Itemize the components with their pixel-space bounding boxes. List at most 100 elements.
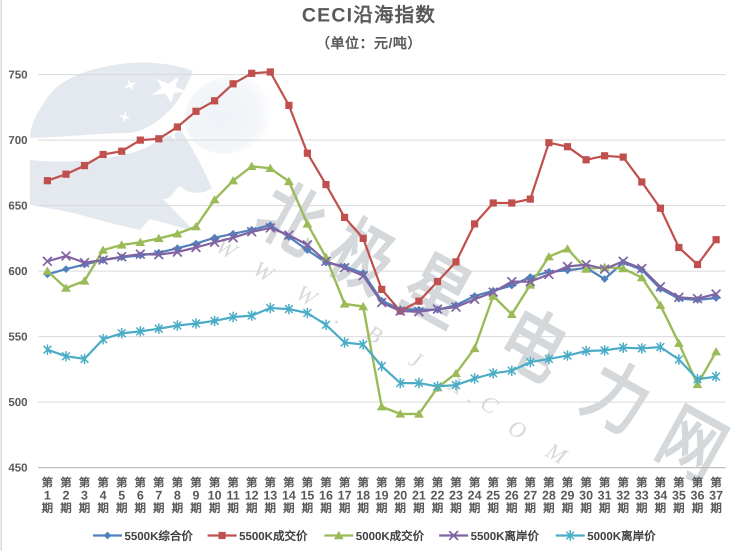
svg-text:25: 25 <box>486 489 500 503</box>
svg-text:期: 期 <box>135 502 147 515</box>
svg-text:450: 450 <box>8 462 27 474</box>
svg-text:期: 期 <box>543 502 555 515</box>
svg-text:期: 期 <box>450 502 462 515</box>
svg-text:期: 期 <box>580 502 592 515</box>
svg-text:期: 期 <box>302 502 314 515</box>
svg-text:31: 31 <box>598 489 612 503</box>
svg-text:期: 期 <box>116 502 128 515</box>
svg-text:期: 期 <box>599 502 611 515</box>
svg-text:12: 12 <box>245 489 259 503</box>
svg-text:3: 3 <box>81 489 88 503</box>
svg-text:35: 35 <box>672 489 686 503</box>
svg-text:36: 36 <box>691 489 705 503</box>
svg-text:14: 14 <box>282 489 296 503</box>
svg-text:期: 期 <box>395 502 407 515</box>
svg-text:第: 第 <box>97 476 109 490</box>
svg-text:550: 550 <box>8 331 27 343</box>
svg-text:第: 第 <box>209 476 221 490</box>
svg-text:第: 第 <box>413 476 425 490</box>
svg-text:5000K成交价: 5000K成交价 <box>356 529 425 543</box>
svg-text:期: 期 <box>339 502 351 515</box>
svg-text:5500K综合价: 5500K综合价 <box>125 530 194 543</box>
svg-text:750: 750 <box>8 69 27 81</box>
svg-text:第: 第 <box>506 476 518 490</box>
svg-text:第: 第 <box>599 476 611 490</box>
svg-text:期: 期 <box>487 502 499 515</box>
svg-text:第: 第 <box>79 476 91 490</box>
svg-text:第: 第 <box>42 476 54 490</box>
svg-text:5500K离岸价: 5500K离岸价 <box>471 529 540 543</box>
svg-text:5: 5 <box>118 489 125 503</box>
svg-text:15: 15 <box>300 489 314 503</box>
svg-text:5000K离岸价: 5000K离岸价 <box>587 529 656 543</box>
svg-text:期: 期 <box>153 502 165 515</box>
svg-text:22: 22 <box>431 489 445 503</box>
svg-text:期: 期 <box>469 502 481 515</box>
svg-text:第: 第 <box>692 476 704 490</box>
svg-text:第: 第 <box>246 476 258 490</box>
svg-text:期: 期 <box>692 502 704 515</box>
svg-text:第: 第 <box>655 476 667 490</box>
svg-text:23: 23 <box>449 489 463 503</box>
svg-text:19: 19 <box>375 489 389 503</box>
svg-text:29: 29 <box>561 489 575 503</box>
svg-text:期: 期 <box>60 502 72 515</box>
svg-text:第: 第 <box>60 476 72 490</box>
svg-text:500: 500 <box>8 397 27 409</box>
svg-text:6: 6 <box>137 489 144 503</box>
svg-text:650: 650 <box>8 200 27 212</box>
svg-text:第: 第 <box>580 476 592 490</box>
svg-text:期: 期 <box>42 502 54 515</box>
svg-text:第: 第 <box>172 476 184 490</box>
svg-text:第: 第 <box>450 476 462 490</box>
svg-text:期: 期 <box>97 502 109 515</box>
svg-text:第: 第 <box>265 476 277 490</box>
svg-text:期: 期 <box>376 502 388 515</box>
svg-text:期: 期 <box>246 502 258 515</box>
svg-text:33: 33 <box>635 489 649 503</box>
svg-text:期: 期 <box>79 502 91 515</box>
svg-text:8: 8 <box>174 489 181 503</box>
svg-text:期: 期 <box>525 502 537 515</box>
svg-text:第: 第 <box>525 476 537 490</box>
svg-text:32: 32 <box>616 489 630 503</box>
svg-text:期: 期 <box>673 502 685 515</box>
svg-text:期: 期 <box>209 502 221 515</box>
svg-text:第: 第 <box>395 476 407 490</box>
svg-text:第: 第 <box>116 476 128 490</box>
svg-text:第: 第 <box>190 476 202 490</box>
svg-text:期: 期 <box>320 502 332 515</box>
svg-text:期: 期 <box>636 502 648 515</box>
svg-text:11: 11 <box>226 489 239 503</box>
svg-text:第: 第 <box>432 476 444 490</box>
svg-text:期: 期 <box>172 502 184 515</box>
svg-text:30: 30 <box>579 489 593 503</box>
svg-text:期: 期 <box>432 502 444 515</box>
svg-text:第: 第 <box>636 476 648 490</box>
svg-text:第: 第 <box>135 476 147 490</box>
svg-text:9: 9 <box>193 489 200 503</box>
svg-text:第: 第 <box>469 476 481 490</box>
svg-text:5500K成交价: 5500K成交价 <box>239 529 308 543</box>
svg-text:第: 第 <box>710 476 722 490</box>
svg-text:第: 第 <box>227 476 239 490</box>
svg-text:期: 期 <box>413 502 425 515</box>
svg-text:第: 第 <box>357 476 369 490</box>
svg-text:期: 期 <box>227 502 239 515</box>
svg-text:28: 28 <box>542 489 556 503</box>
svg-text:期: 期 <box>190 502 202 515</box>
svg-text:17: 17 <box>338 489 352 503</box>
svg-text:第: 第 <box>302 476 314 490</box>
svg-text:26: 26 <box>505 489 519 503</box>
svg-text:20: 20 <box>393 489 407 503</box>
svg-text:7: 7 <box>155 489 162 503</box>
svg-text:27: 27 <box>523 489 537 503</box>
svg-text:CECI沿海指数: CECI沿海指数 <box>302 5 436 27</box>
svg-text:10: 10 <box>208 489 222 503</box>
svg-text:600: 600 <box>8 266 27 278</box>
svg-text:期: 期 <box>617 502 629 515</box>
svg-text:第: 第 <box>376 476 388 490</box>
svg-text:第: 第 <box>617 476 629 490</box>
svg-text:期: 期 <box>710 502 722 515</box>
svg-text:16: 16 <box>319 489 333 503</box>
